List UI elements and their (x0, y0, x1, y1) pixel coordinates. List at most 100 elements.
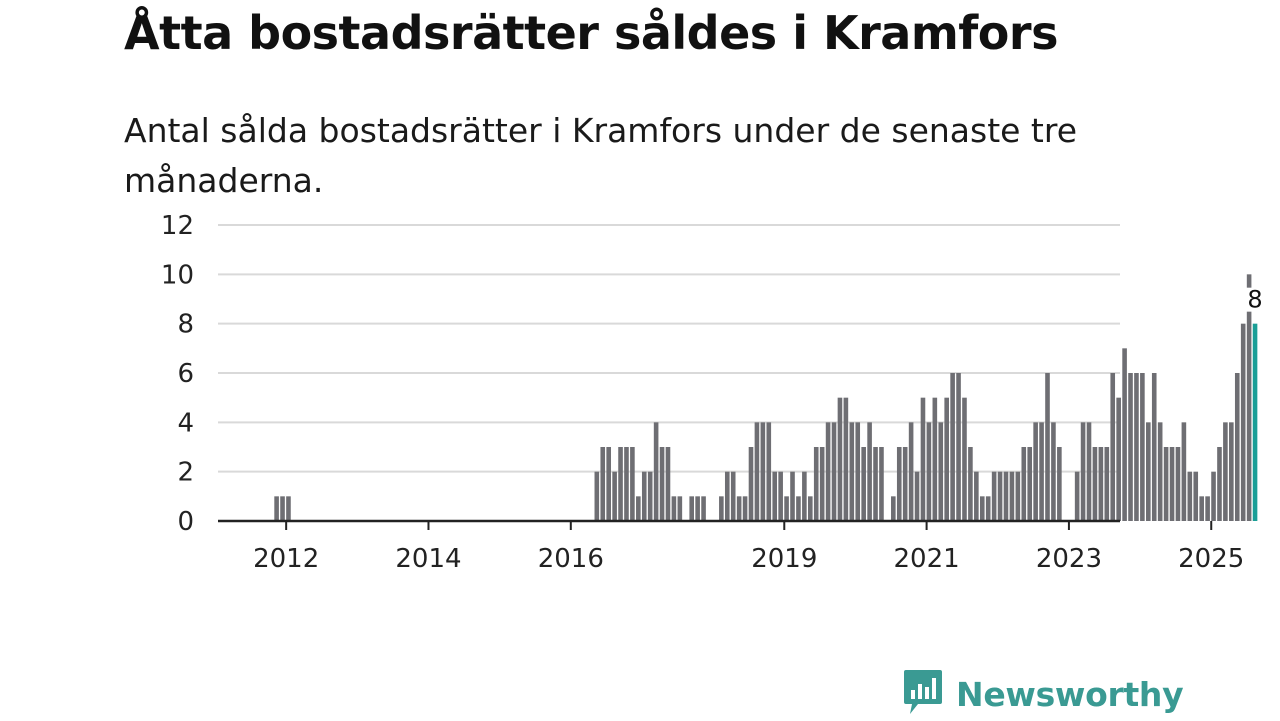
bar (855, 422, 861, 521)
bar (879, 447, 884, 521)
bar (618, 447, 623, 521)
x-tick-label: 2021 (894, 544, 960, 574)
y-tick-label: 10 (161, 260, 194, 290)
data-label-backing (1246, 287, 1265, 312)
bar (1199, 496, 1204, 521)
bars (274, 274, 1258, 521)
bar (873, 447, 878, 521)
bar (754, 422, 760, 521)
bar (1116, 397, 1121, 521)
bar (932, 397, 938, 521)
bar (736, 496, 742, 521)
bar (1246, 274, 1252, 521)
bar (962, 397, 967, 521)
bar (772, 471, 778, 521)
bar (938, 422, 944, 521)
bar (1009, 471, 1015, 521)
bar (1205, 496, 1210, 521)
bar (1134, 373, 1139, 521)
bar (1151, 373, 1157, 521)
bar (861, 447, 866, 521)
bar (600, 447, 606, 521)
bar (766, 422, 772, 521)
bar (950, 373, 955, 521)
bar (944, 397, 949, 521)
bar (1175, 447, 1181, 521)
bar-highlight (1252, 323, 1258, 521)
bar (742, 496, 748, 521)
bar (825, 422, 831, 521)
bar (867, 422, 872, 521)
bar (831, 422, 837, 521)
x-tick-label: 2016 (538, 544, 604, 574)
bar (985, 496, 991, 521)
chart-title: Åtta bostadsrätter såldes i Kramfors (124, 6, 1058, 60)
bar (784, 496, 789, 521)
bar (689, 496, 694, 521)
bar (695, 496, 700, 521)
bar (1234, 373, 1240, 521)
bar (1015, 471, 1021, 521)
bar (606, 447, 611, 521)
x-tick-label: 2012 (253, 544, 319, 574)
bar (902, 447, 908, 521)
bar (819, 447, 825, 521)
bar (891, 496, 896, 521)
bar (790, 471, 795, 521)
bar (647, 471, 653, 521)
bar (636, 496, 641, 521)
bar (1122, 348, 1127, 521)
bar (802, 471, 807, 521)
bar (1240, 323, 1246, 521)
x-tick-label: 2019 (751, 544, 817, 574)
bar (813, 447, 819, 521)
bar (1057, 447, 1062, 521)
bar (837, 397, 843, 521)
bar (1110, 373, 1116, 521)
bar (1080, 422, 1086, 521)
bar (979, 496, 985, 521)
bar (1146, 422, 1151, 521)
bar (748, 447, 754, 521)
bar (641, 471, 647, 521)
bar (926, 422, 932, 521)
axes (218, 519, 1213, 530)
bar (1169, 447, 1175, 521)
bar (956, 373, 961, 521)
bar (1104, 447, 1110, 521)
x-tick-label: 2023 (1036, 544, 1102, 574)
x-tick-label: 2025 (1178, 544, 1244, 574)
bar (914, 471, 920, 521)
bar (624, 447, 629, 521)
bar (671, 496, 677, 521)
brand-name: Newsworthy (956, 674, 1184, 714)
gridlines (218, 224, 1120, 473)
bar (1045, 373, 1050, 521)
bar (1193, 471, 1199, 521)
bar (849, 422, 855, 521)
bar (1027, 447, 1033, 521)
bar (968, 447, 973, 521)
bar (778, 471, 783, 521)
bar (701, 496, 706, 521)
bar (653, 422, 659, 521)
y-tick-label: 0 (177, 507, 194, 537)
bar (1033, 422, 1038, 521)
bar-chart: 0 2 4 6 8 10 12 8 2012 2014 2016 2019 2021 2023 2025 (161, 211, 1265, 574)
bar (1140, 373, 1145, 521)
bar (997, 471, 1003, 521)
bar (1163, 447, 1169, 521)
bar (796, 496, 801, 521)
y-tick-label: 6 (177, 359, 194, 389)
bar (1098, 447, 1104, 521)
bar (1092, 447, 1098, 521)
y-tick-label: 12 (161, 211, 194, 241)
bar (1187, 471, 1193, 521)
bar (843, 397, 849, 521)
bar (1229, 422, 1234, 521)
bar (719, 496, 724, 521)
bar (1003, 471, 1009, 521)
bar (612, 471, 617, 521)
bar (280, 496, 285, 521)
bar (908, 422, 914, 521)
